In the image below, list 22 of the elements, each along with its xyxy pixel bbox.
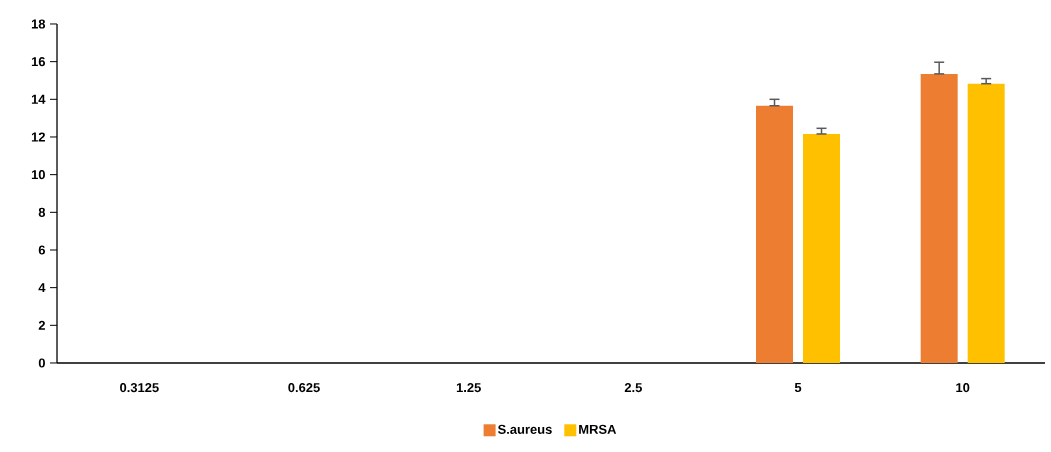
x-tick-label: 0.625 — [288, 383, 320, 393]
x-tick-label: 0.3125 — [120, 383, 159, 393]
y-tick-label: 6 — [38, 245, 46, 255]
y-tick-label: 4 — [38, 283, 46, 293]
legend-label: MRSA — [579, 424, 617, 434]
y-tick-label: 14 — [31, 94, 46, 104]
bar — [803, 133, 841, 363]
x-tick-label: 1.25 — [456, 383, 481, 393]
y-tick-label: 8 — [38, 207, 46, 217]
x-tick-label: 2.5 — [624, 383, 642, 393]
y-tick-label: 10 — [31, 170, 45, 180]
y-tick-label: 2 — [38, 320, 45, 330]
bar — [920, 73, 958, 363]
legend-label: S.aureus — [497, 424, 552, 434]
y-tick-label: 16 — [31, 57, 46, 67]
x-tick-label: 5 — [794, 383, 802, 393]
y-tick-label: 12 — [31, 132, 45, 142]
y-tick-label: 18 — [31, 19, 46, 29]
bar — [967, 83, 1005, 363]
y-tick-label: 0 — [38, 358, 45, 368]
x-tick-label: 10 — [956, 383, 970, 393]
bar — [756, 105, 794, 363]
